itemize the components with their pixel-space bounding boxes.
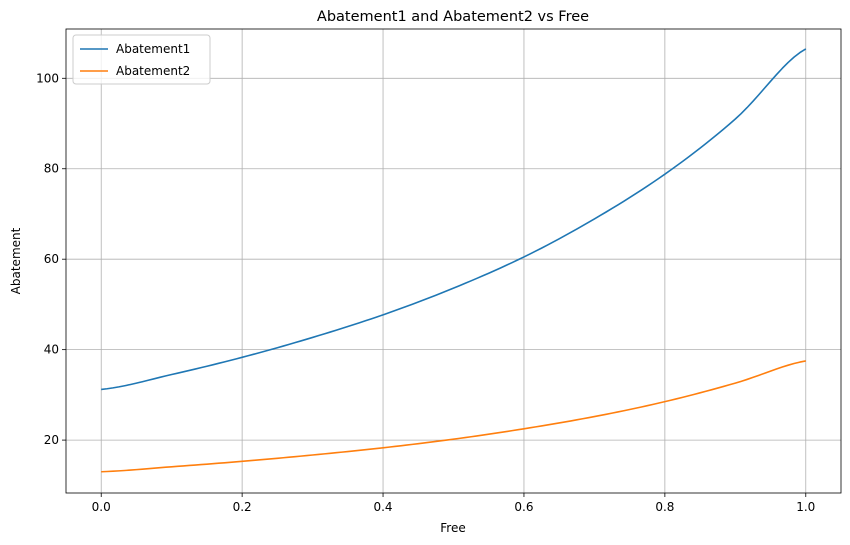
- x-tick-label: 0.6: [514, 500, 533, 514]
- x-tick-label: 1.0: [796, 500, 815, 514]
- plot-frame: [65, 28, 842, 494]
- x-axis-label: Free: [440, 521, 465, 535]
- grid: [66, 29, 841, 493]
- x-tick-label: 0.2: [233, 500, 252, 514]
- y-tick-label: 20: [44, 433, 59, 447]
- series-line-abatement2: [101, 360, 806, 473]
- x-tick-label: 0.0: [92, 500, 111, 514]
- y-axis-ticks: 20 40 60 80 100: [36, 71, 66, 447]
- x-axis-ticks: 0.0 0.2 0.4 0.6 0.8 1.0: [92, 493, 815, 514]
- series-line-abatement1: [101, 48, 807, 391]
- legend-label-abatement2: Abatement2: [116, 64, 190, 78]
- series-lines: [101, 48, 807, 473]
- y-tick-label: 100: [36, 71, 59, 85]
- y-tick-label: 40: [44, 343, 59, 357]
- x-tick-label: 0.8: [655, 500, 674, 514]
- y-axis-label: Abatement: [9, 227, 23, 294]
- legend: Abatement1 Abatement2: [72, 34, 211, 85]
- y-tick-label: 60: [44, 252, 59, 266]
- y-tick-label: 80: [44, 162, 59, 176]
- chart-title: Abatement1 and Abatement2 vs Free: [317, 9, 589, 25]
- legend-label-abatement1: Abatement1: [116, 42, 190, 56]
- x-tick-label: 0.4: [373, 500, 392, 514]
